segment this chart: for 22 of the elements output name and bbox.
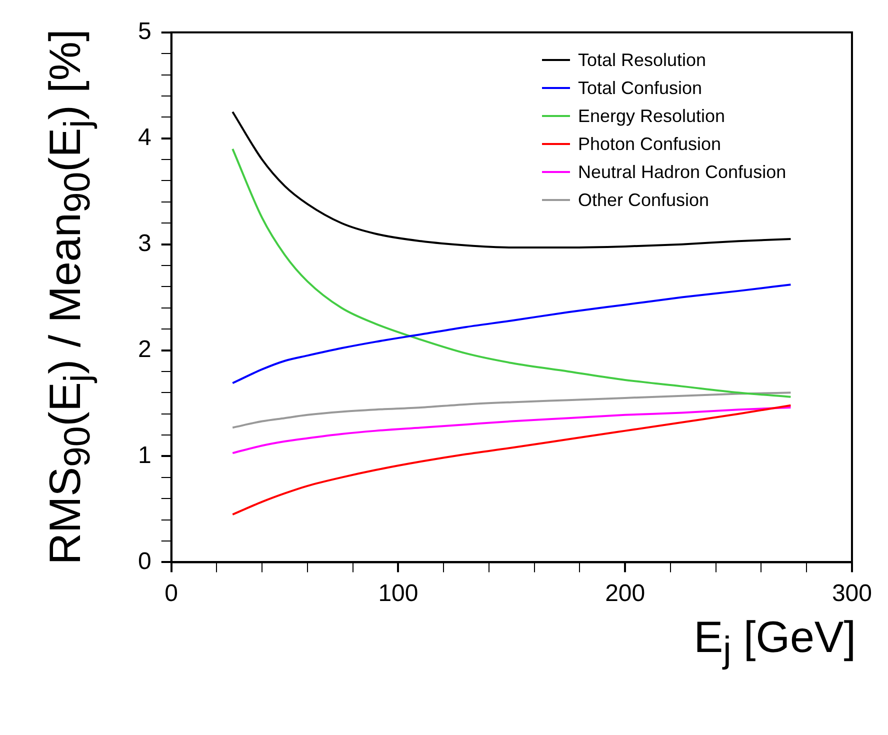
y-tick-label: 5 [138,18,152,46]
line-series [232,406,792,454]
y-tick-label: 1 [138,442,152,469]
y-tick-label: 3 [138,230,152,257]
x-tick-label: 100 [378,580,418,608]
y-tick-label: 2 [138,336,152,363]
x-axis-title: E$_{j}$ [GeV] [694,613,856,670]
legend-label: Total Confusion [578,77,702,100]
line-series [232,404,792,516]
x-tick-label: 0 [164,580,178,608]
line-series [232,392,792,429]
legend-label: Energy Resolution [578,105,726,128]
y-tick-label: 4 [138,124,152,151]
legend-label: Total Resolution [578,49,706,72]
legend-label: Photon Confusion [578,133,722,156]
legend-label: Neutral Hadron Confusion [578,161,786,184]
x-tick-label: 200 [605,580,646,608]
line-series [232,284,792,384]
y-tick-label: 0 [138,548,152,575]
x-tick-label: 300 [832,580,872,608]
line-series [232,110,792,248]
legend-label: Other Confusion [578,189,710,212]
